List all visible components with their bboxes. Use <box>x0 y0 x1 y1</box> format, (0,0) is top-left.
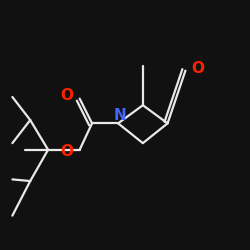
Text: O: O <box>60 88 73 103</box>
Text: N: N <box>113 108 126 122</box>
Text: O: O <box>60 144 73 159</box>
Text: O: O <box>191 62 204 76</box>
